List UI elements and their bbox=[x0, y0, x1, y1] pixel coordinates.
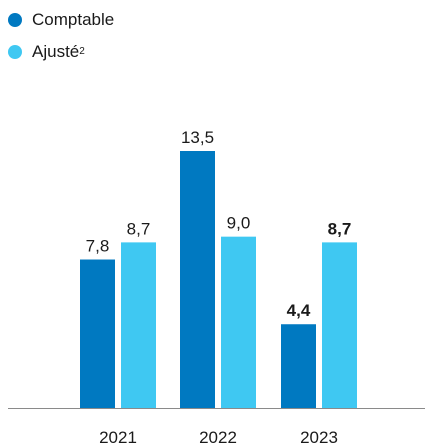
data-label-ajust-2023: 8,7 bbox=[328, 219, 352, 238]
bar-comptable-2022 bbox=[180, 151, 215, 408]
data-label-ajust-2022: 9,0 bbox=[227, 214, 251, 233]
legend-swatch-ajuste bbox=[8, 45, 22, 59]
legend-label-comptable: Comptable bbox=[32, 10, 115, 29]
bar-comptable-2021 bbox=[80, 259, 115, 408]
legend: Comptable Ajusté 2 bbox=[8, 6, 114, 66]
x-tick-label-2021: 2021 bbox=[99, 428, 137, 447]
legend-item-ajuste: Ajusté 2 bbox=[8, 38, 114, 66]
data-label-comptable-2023: 4,4 bbox=[287, 301, 311, 320]
data-label-comptable-2021: 7,8 bbox=[86, 237, 110, 256]
data-label-comptable-2022: 13,5 bbox=[181, 128, 214, 147]
x-tick-label-2023: 2023 bbox=[300, 428, 338, 447]
legend-swatch-comptable bbox=[8, 13, 22, 27]
x-tick-label-2022: 2022 bbox=[199, 428, 237, 447]
bar-ajust-2022 bbox=[221, 236, 256, 408]
legend-item-comptable: Comptable bbox=[8, 6, 114, 34]
bar-ajust-2023 bbox=[322, 242, 357, 408]
bar-ajust-2021 bbox=[121, 242, 156, 408]
bar-comptable-2023 bbox=[281, 324, 316, 408]
data-label-ajust-2021: 8,7 bbox=[127, 219, 151, 238]
legend-label-ajuste: Ajusté bbox=[32, 42, 80, 61]
